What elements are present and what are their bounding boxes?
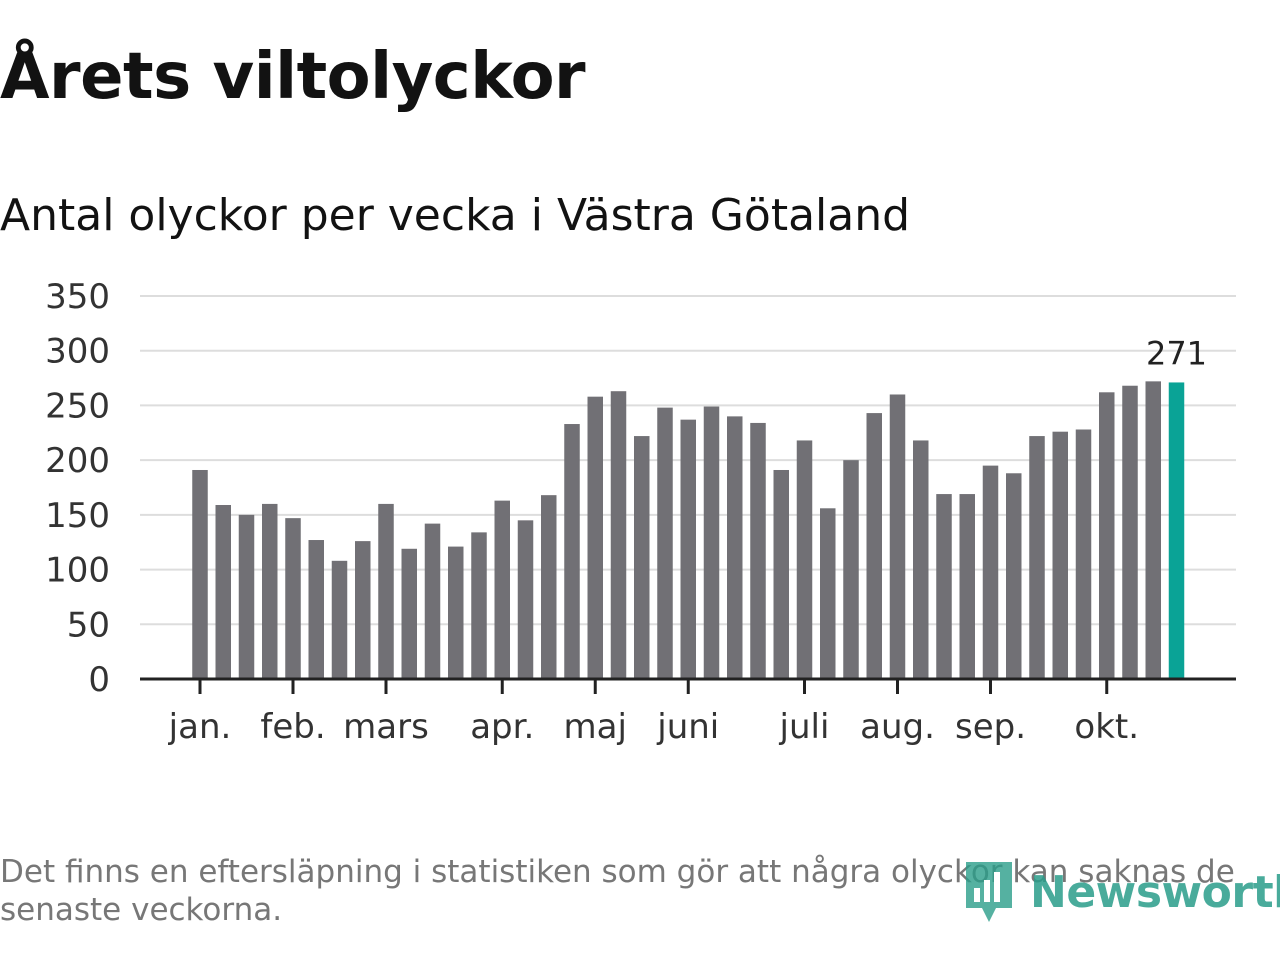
bar xyxy=(889,394,906,679)
bar xyxy=(262,503,278,679)
bar xyxy=(1029,436,1045,679)
highlight-value-label: 271 xyxy=(1146,334,1207,372)
x-tick-label: okt. xyxy=(1074,707,1139,747)
bar xyxy=(494,500,510,679)
bar xyxy=(564,424,580,679)
bar xyxy=(355,541,371,679)
y-tick-label: 350 xyxy=(45,277,110,317)
y-tick-label: 100 xyxy=(45,551,110,591)
bar xyxy=(936,494,952,679)
x-tick-label: mars xyxy=(343,707,429,747)
footnote: Det finns en eftersläpning i statistiken… xyxy=(0,854,1235,928)
y-tick-label: 50 xyxy=(67,605,110,645)
bar xyxy=(610,391,627,679)
bar-layer xyxy=(192,381,1185,679)
bar xyxy=(215,505,231,679)
y-tick-label: 150 xyxy=(45,496,110,536)
y-tick-label: 300 xyxy=(45,332,110,372)
bar xyxy=(192,469,208,679)
bar xyxy=(727,416,743,679)
bar xyxy=(1099,392,1115,679)
bar xyxy=(680,419,696,679)
bar xyxy=(1052,431,1068,679)
bar xyxy=(401,548,417,679)
x-tick-label: maj xyxy=(564,707,627,747)
newsworthy-logo: Newsworthy xyxy=(962,858,1280,926)
bar xyxy=(424,523,441,679)
bar xyxy=(1006,473,1022,679)
bar xyxy=(634,436,650,679)
newsworthy-logo-icon xyxy=(966,862,1012,922)
y-tick-label: 250 xyxy=(45,386,110,426)
x-tick-label: juni xyxy=(656,707,719,747)
bar xyxy=(913,440,929,679)
bar xyxy=(959,494,975,679)
x-tick-label: aug. xyxy=(860,707,935,747)
bar xyxy=(796,440,813,679)
axis-layer: 0 50 100 150 200 250 300 350 271 jan. feb. mars apr.… xyxy=(45,277,1236,747)
bar xyxy=(1122,385,1138,679)
chart-subtitle: Antal olyckor per vecka i Västra Götalan… xyxy=(0,190,911,241)
bar xyxy=(587,396,603,679)
bar xyxy=(750,422,766,679)
bar xyxy=(843,460,859,679)
page-title: Årets viltolyckor xyxy=(0,40,586,114)
bar xyxy=(378,503,394,679)
bar xyxy=(541,495,557,679)
bar-highlight xyxy=(1168,382,1185,679)
bar xyxy=(773,469,789,679)
brand-name: Newsworthy xyxy=(1030,866,1280,918)
x-tick-label: feb. xyxy=(260,707,325,747)
bar xyxy=(1075,429,1092,679)
bar xyxy=(866,413,882,679)
bar xyxy=(703,406,720,679)
y-tick-label: 200 xyxy=(45,441,110,481)
bar xyxy=(285,518,301,679)
bar xyxy=(471,532,487,679)
bar xyxy=(1145,381,1161,679)
x-tick-label: jan. xyxy=(168,707,232,747)
bar xyxy=(308,540,324,679)
bar xyxy=(657,407,673,679)
x-tick-label: apr. xyxy=(470,707,534,747)
bar xyxy=(448,546,464,679)
x-tick-label: sep. xyxy=(955,707,1026,747)
bar xyxy=(820,508,836,679)
bar-chart: 0 50 100 150 200 250 300 350 271 jan. feb. mars apr.… xyxy=(45,277,1236,747)
bar xyxy=(331,560,348,679)
bar xyxy=(982,465,999,679)
bar xyxy=(517,520,534,679)
bar xyxy=(238,514,255,679)
x-tick-label: juli xyxy=(779,707,830,747)
y-tick-label: 0 xyxy=(88,660,110,700)
